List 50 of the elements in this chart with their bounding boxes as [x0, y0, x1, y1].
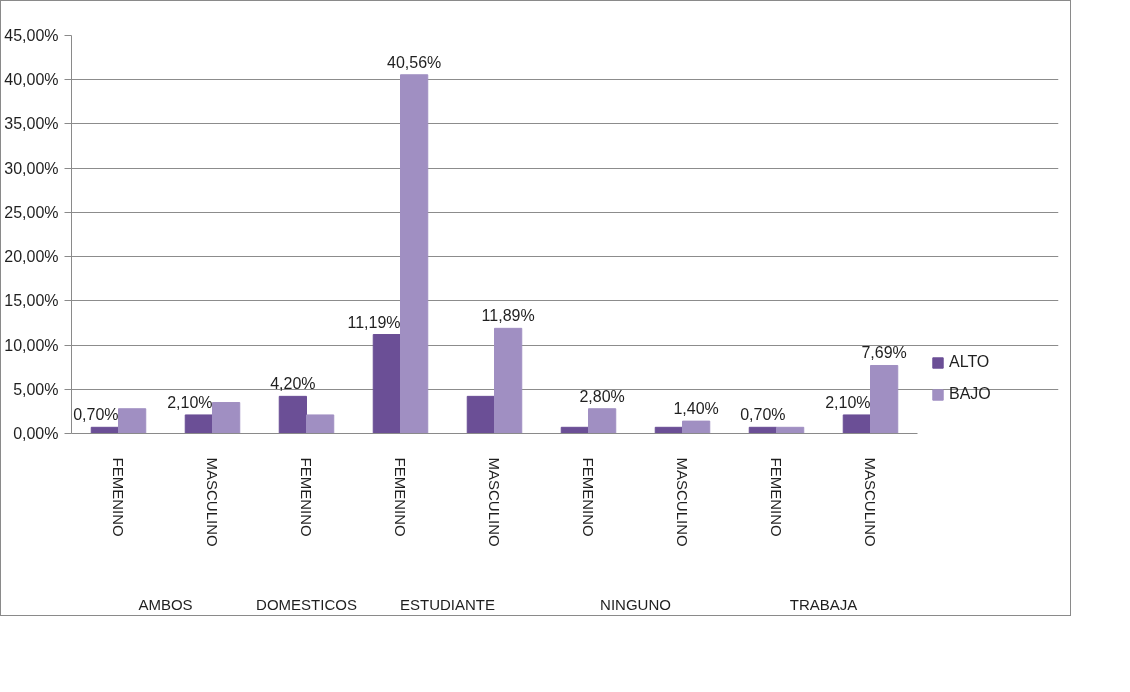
- data-label: 11,89%: [481, 307, 535, 325]
- category-label: FEMENINO: [298, 457, 315, 537]
- bar: [466, 395, 495, 434]
- bar: [212, 402, 241, 434]
- bar: [842, 414, 871, 434]
- legend-label: ALTO: [949, 353, 990, 371]
- bar: [682, 420, 711, 434]
- bar: [588, 408, 617, 434]
- data-label: 0,70%: [740, 406, 786, 424]
- bar: [278, 395, 307, 434]
- data-label: 2,80%: [579, 387, 625, 405]
- bar: [184, 414, 213, 434]
- data-label: 11,19%: [347, 313, 401, 331]
- bar: [870, 364, 899, 434]
- data-label: 7,69%: [861, 344, 907, 362]
- data-label: 2,10%: [167, 393, 213, 411]
- category-label: FEMENINO: [110, 457, 127, 537]
- y-tick-label: 35,00%: [4, 115, 59, 133]
- bar: [306, 414, 335, 434]
- category-label: NINGUNO: [600, 595, 671, 613]
- bar: [372, 334, 401, 434]
- bar: [494, 327, 523, 434]
- category-label: ESTUDIANTE: [400, 595, 496, 613]
- category-label: FEMENINO: [580, 457, 597, 537]
- data-label: 4,20%: [270, 375, 316, 393]
- y-tick-label: 15,00%: [4, 292, 59, 310]
- category-label: DOMESTICOS: [256, 595, 357, 613]
- data-label: 2,10%: [825, 393, 871, 411]
- data-label: 1,40%: [673, 400, 719, 418]
- category-label: FEMENINO: [768, 457, 785, 537]
- y-tick-label: 0,00%: [13, 425, 59, 442]
- y-tick-label: 10,00%: [4, 336, 59, 354]
- category-label: MASCULINO: [862, 457, 879, 547]
- y-tick-label: 40,00%: [4, 71, 59, 89]
- category-label: MASCULINO: [674, 457, 691, 547]
- category-label: AMBOS: [138, 595, 193, 613]
- y-tick-label: 5,00%: [13, 380, 59, 398]
- category-label: MASCULINO: [204, 457, 221, 547]
- category-label: MASCULINO: [486, 457, 503, 547]
- bar: [400, 74, 429, 434]
- y-tick-label: 45,00%: [4, 27, 59, 44]
- y-tick-label: 25,00%: [4, 203, 59, 221]
- category-label: TRABAJA: [789, 595, 858, 613]
- data-label: 0,70%: [73, 406, 119, 424]
- category-label: FEMENINO: [392, 457, 409, 537]
- legend-label: BAJO: [949, 385, 991, 403]
- y-tick-label: 20,00%: [4, 248, 59, 266]
- bar: [118, 408, 147, 434]
- y-tick-label: 30,00%: [4, 159, 59, 177]
- data-label: 40,56%: [387, 53, 442, 71]
